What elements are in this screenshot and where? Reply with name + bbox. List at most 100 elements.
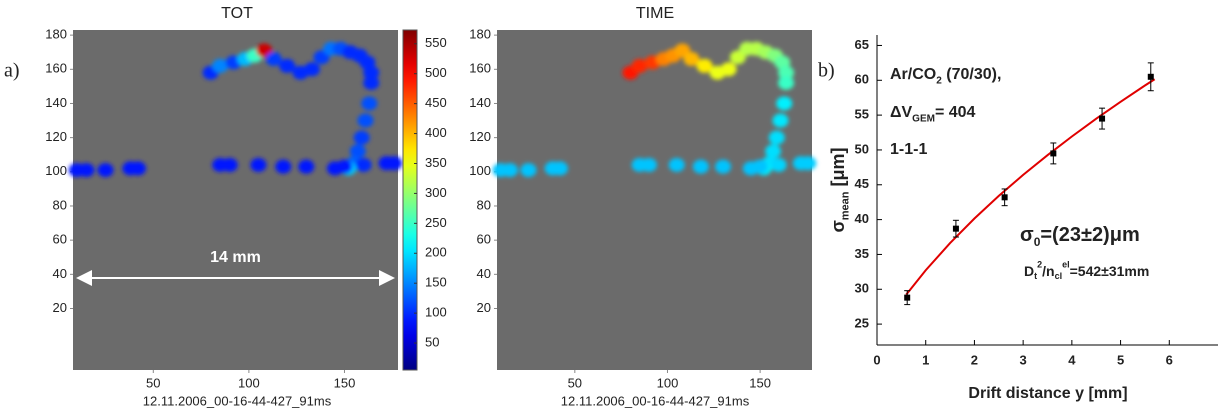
y-tick-label: 80 [53, 197, 67, 212]
blobs [492, 41, 817, 178]
point [1001, 194, 1008, 201]
annotation-part: mean [839, 191, 851, 220]
blob [78, 163, 95, 178]
blob [552, 161, 568, 176]
panel-title: TIME [636, 5, 674, 22]
panel-title: TOT [221, 5, 253, 22]
colorbar-tick-label: 200 [425, 245, 447, 260]
x-tick-label: 100 [238, 375, 260, 390]
blob [298, 159, 315, 174]
y-tick-label: 20 [477, 300, 491, 315]
blob [720, 62, 737, 77]
annotation-part: cl [1055, 271, 1063, 281]
blob [772, 113, 789, 128]
x-axis-label: 12.11.2006_00-16-44-427_91ms [561, 393, 750, 408]
y-tick-label: 180 [469, 27, 491, 42]
y-tick-label: 60 [477, 232, 491, 247]
blob [221, 157, 238, 172]
annotation-part: ΔV [890, 104, 913, 121]
x-tick-label: 2 [971, 352, 978, 367]
x-tick-label: 3 [1020, 352, 1027, 367]
x-tick-label: 4 [1068, 352, 1076, 367]
annotation-part: 1-1-1 [890, 141, 927, 158]
blob [768, 130, 785, 145]
annotation-part: [μm] [828, 147, 848, 191]
blob [778, 75, 795, 90]
y-tick-label: 140 [45, 95, 67, 110]
y-tick-label: 160 [469, 61, 491, 76]
colorbar-tick-label: 500 [425, 65, 447, 80]
blob [256, 43, 273, 58]
y-tick-label: 25 [855, 316, 869, 331]
panel-label: b) [818, 60, 835, 82]
y-tick-label: 80 [477, 197, 491, 212]
blob [631, 58, 648, 73]
blob [776, 96, 793, 111]
x-tick-label: 150 [334, 375, 356, 390]
annotation-part: (70/30), [942, 66, 1002, 83]
annotation-part: 2 [936, 75, 942, 86]
panel-label: a) [4, 60, 20, 82]
blob [640, 157, 657, 172]
point [952, 225, 959, 232]
blob [386, 156, 403, 171]
blob [715, 159, 732, 174]
annotation-part: = 404 [935, 104, 976, 121]
y-tick-label: 55 [855, 107, 869, 122]
colorbar-tick-label: 450 [425, 95, 447, 110]
annotation-part: =542±31mm [1070, 263, 1150, 279]
blob [355, 157, 372, 172]
y-tick-label: 160 [45, 61, 67, 76]
y-tick-label: 100 [45, 163, 67, 178]
y-tick-label: 35 [855, 246, 869, 261]
y-tick-label: 60 [53, 232, 67, 247]
blob [361, 96, 378, 111]
annotation-part: el [1062, 260, 1070, 270]
blob [778, 65, 795, 80]
colorbar-tick-label: 150 [425, 275, 447, 290]
blob [765, 144, 782, 159]
blob [800, 156, 817, 171]
fit-line [905, 78, 1156, 296]
blob [130, 161, 146, 176]
colorbar-tick-label: 100 [425, 305, 447, 320]
colorbar-tick-label: 400 [425, 125, 447, 140]
annotation-part: σ [828, 220, 848, 232]
x-axis-label: 12.11.2006_00-16-44-427_91ms [143, 393, 332, 408]
blob [501, 163, 518, 178]
blob [279, 58, 296, 73]
y-tick-label: 120 [45, 129, 67, 144]
blob [520, 163, 537, 178]
annotation-part: 0 [1034, 235, 1041, 249]
annotation: ΔVGEM= 404 [890, 104, 976, 124]
blob [692, 159, 709, 174]
blob [97, 163, 114, 178]
y-tick-label: 65 [855, 37, 869, 52]
x-tick-label: 150 [749, 375, 771, 390]
y-tick-label: 40 [855, 211, 869, 226]
blob [357, 113, 374, 128]
annotation-part: t [1034, 271, 1037, 281]
y-tick-label: 140 [469, 95, 491, 110]
annotation-part: GEM [912, 113, 935, 124]
blob [250, 157, 267, 172]
x-tick-label: 0 [873, 352, 880, 367]
y-tick-label: 120 [469, 129, 491, 144]
annotation-part: Ar/CO [890, 66, 936, 83]
point [1050, 150, 1057, 157]
blob [770, 157, 787, 172]
annotation: 14 mm [210, 249, 261, 266]
annotation-part: =(23±2)μm [1040, 224, 1139, 246]
y-tick-label: 40 [477, 266, 491, 281]
blob [275, 159, 292, 174]
y-tick-label: 180 [45, 27, 67, 42]
blob [336, 159, 353, 174]
annotation-part: /n [1042, 263, 1054, 279]
annotation-part: D [1024, 263, 1034, 279]
plot-background [73, 30, 398, 370]
annotation: σmean [μm] [828, 147, 851, 232]
annotation-part: σ [1020, 224, 1034, 246]
x-tick-label: 1 [922, 352, 929, 367]
blob [353, 130, 370, 145]
